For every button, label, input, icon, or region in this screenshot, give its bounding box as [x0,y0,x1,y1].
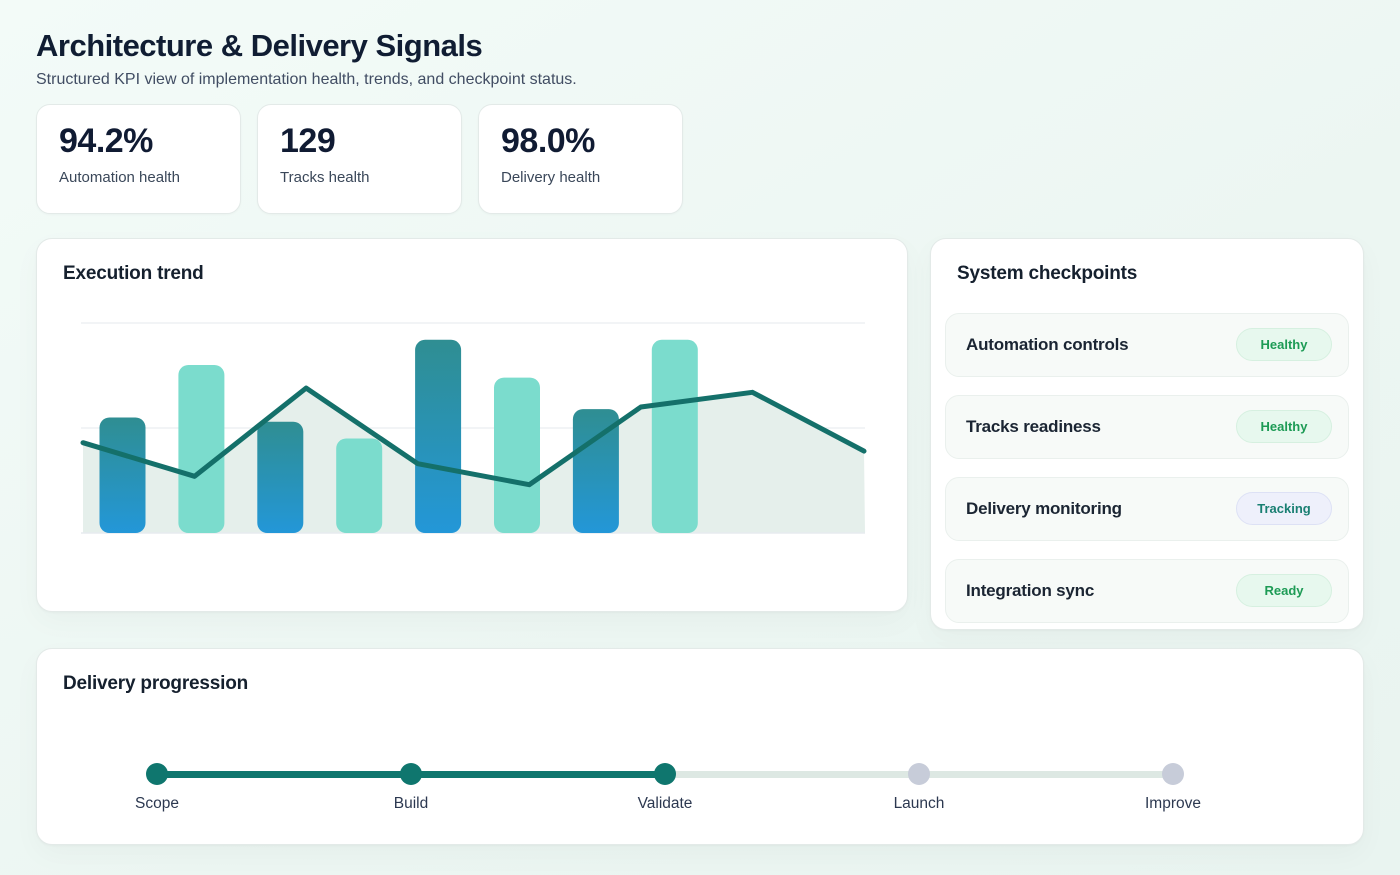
kpi-value: 129 [280,121,336,160]
checkpoint-label: Automation controls [966,334,1129,354]
step-dot-launch[interactable] [908,762,930,785]
delivery-progression-title: Delivery progression [63,672,249,694]
execution-trend-panel: Execution trend [36,237,908,612]
system-checkpoints-title: System checkpoints [957,262,1138,284]
bar-7 [572,408,619,533]
status-badge: Tracking [1236,492,1332,526]
kpi-label: Automation health [59,168,180,186]
kpi-label: Tracks health [280,168,370,186]
kpi-row: 94.2% Automation health 129 Tracks healt… [36,103,1364,214]
bar-2 [178,364,225,533]
checkpoint-row-automation-controls[interactable]: Automation controls Healthy [945,312,1349,377]
bar-4 [336,438,383,533]
step-label-build: Build [393,794,429,812]
checkpoint-label: Tracks readiness [966,416,1101,436]
step-dot-improve[interactable] [1162,762,1184,785]
kpi-label: Delivery health [501,168,601,186]
checkpoint-row-tracks-readiness[interactable]: Tracks readiness Healthy [945,394,1349,459]
checkpoint-row-delivery-monitoring[interactable]: Delivery monitoring Tracking [945,476,1349,541]
step-label-improve: Improve [1145,794,1201,812]
trend-line [80,385,867,487]
bar-5 [415,339,462,533]
step-segment-4 [919,770,1173,778]
status-badge: Ready [1236,574,1332,608]
checkpoint-list: Automation controls Healthy Tracks readi… [945,312,1349,623]
kpi-card-delivery-health: 98.0% Delivery health [478,103,683,214]
page-header: Architecture & Delivery Signals Structur… [36,28,1364,89]
bar-6 [494,377,540,533]
status-badge: Healthy [1236,410,1332,444]
bar-1 [99,417,146,533]
checkpoint-label: Integration sync [966,580,1095,600]
bar-3 [257,421,304,533]
step-segment-1 [157,770,411,778]
step-label-launch: Launch [893,794,945,812]
checkpoint-row-integration-sync[interactable]: Integration sync Ready [945,558,1349,623]
status-badge: Healthy [1236,328,1332,362]
step-segment-3 [665,770,919,778]
delivery-progression-panel: Delivery progression Scope Build Validat… [36,647,1364,845]
system-checkpoints-panel: System checkpoints Automation controls H… [930,237,1364,630]
step-dot-scope[interactable] [146,762,168,785]
execution-trend-title: Execution trend [63,262,204,284]
checkpoint-label: Delivery monitoring [966,498,1122,518]
step-label-validate: Validate [637,794,693,812]
step-segment-2 [411,770,665,778]
kpi-value: 94.2% [59,121,153,160]
delivery-stepper: Scope Build Validate Launch Improve [135,649,1201,844]
page-title: Architecture & Delivery Signals [36,28,483,63]
kpi-card-tracks-health: 129 Tracks health [257,103,462,214]
bar-8 [651,339,698,533]
kpi-value: 98.0% [501,121,595,160]
step-label-scope: Scope [135,794,179,812]
main-row: Execution trend System checkpoints Autom… [36,237,1364,630]
step-dot-validate[interactable] [654,762,676,785]
page-subtitle: Structured KPI view of implementation he… [36,70,577,88]
execution-trend-chart [80,321,867,534]
step-dot-build[interactable] [400,762,422,785]
kpi-card-automation-health: 94.2% Automation health [36,103,241,214]
